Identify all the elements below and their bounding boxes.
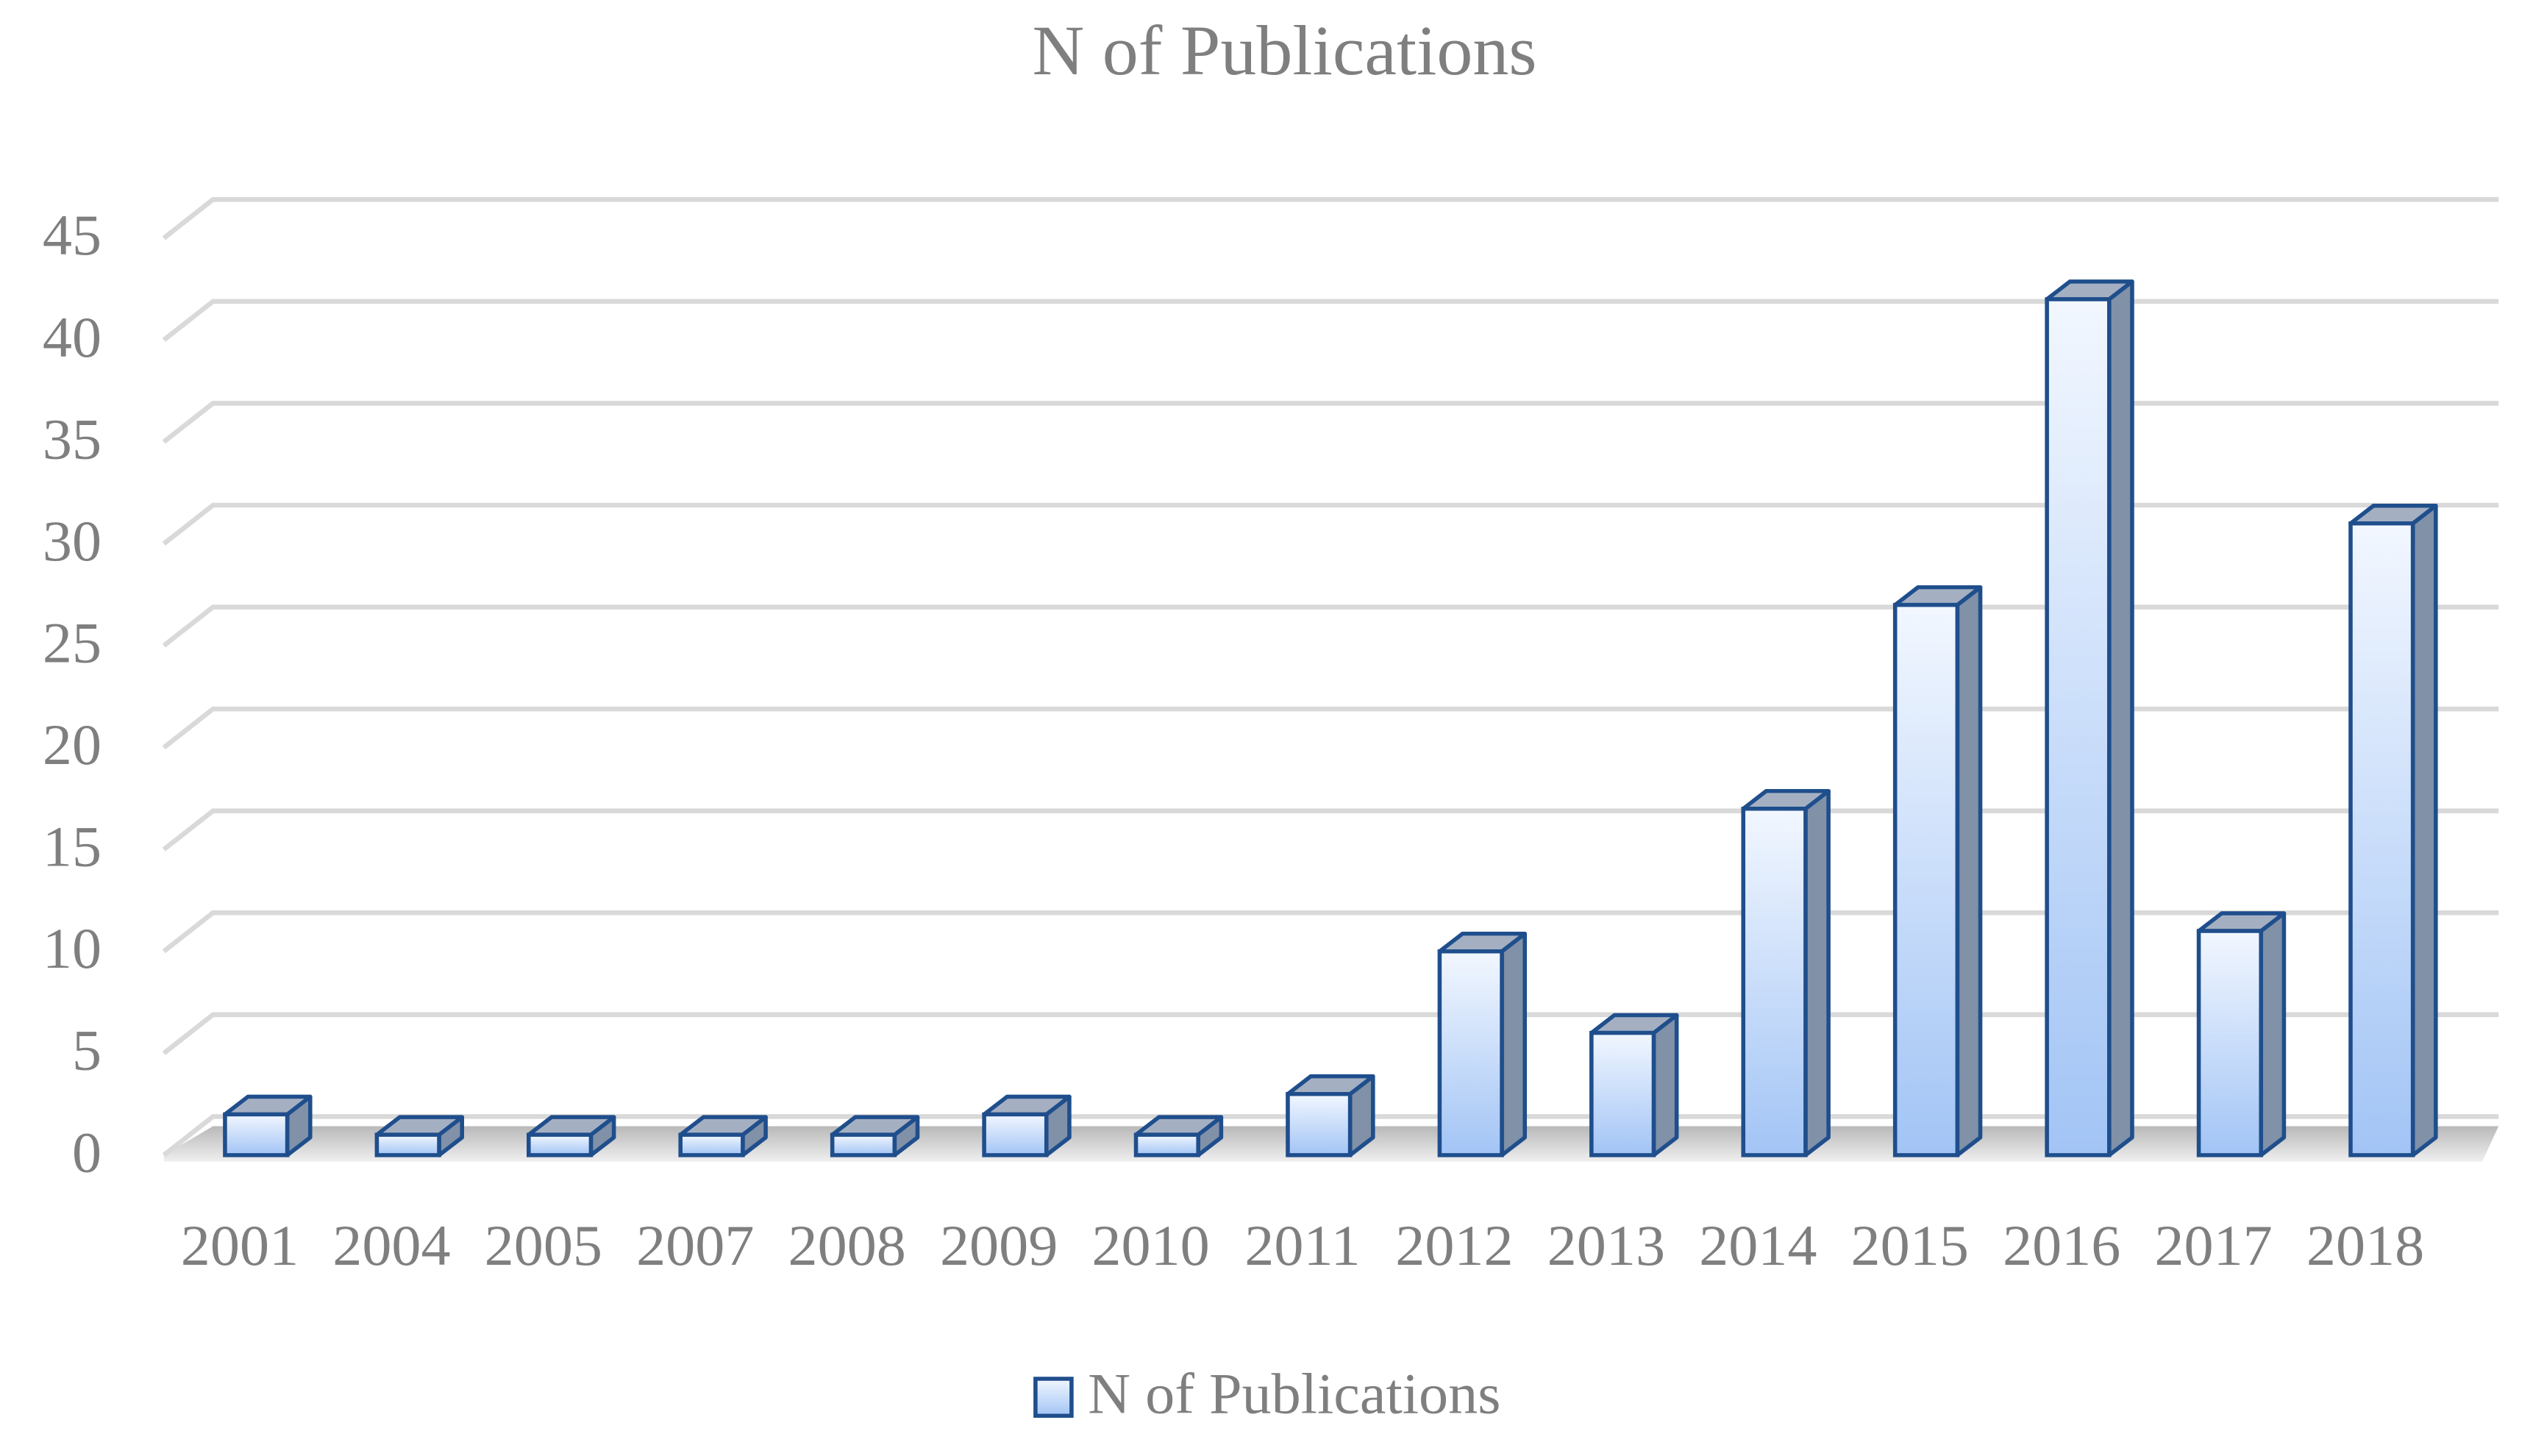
x-tick-label: 2015: [1851, 1214, 1969, 1278]
legend-swatch: [1033, 1377, 1074, 1418]
grid-line: [162, 1114, 2499, 1157]
bar-side: [2259, 911, 2287, 1157]
y-tick-label: 35: [43, 407, 101, 471]
bar: [2045, 297, 2112, 1157]
x-tick-label: 2004: [332, 1214, 450, 1278]
x-tick-label: 2005: [485, 1214, 602, 1278]
y-tick-label: 15: [43, 815, 101, 879]
x-tick-label: 2010: [1091, 1214, 1209, 1278]
bar: [1741, 807, 1808, 1157]
bar-side: [1955, 585, 1983, 1157]
bar: [982, 1112, 1049, 1157]
y-tick-label: 20: [43, 713, 101, 777]
bars: 2001 2004 2005 2007 2008 2009 2010 2011 2012 2013…: [181, 279, 2438, 1278]
bar: [1286, 1092, 1353, 1157]
bar-side: [2106, 279, 2134, 1157]
bar: [223, 1112, 290, 1157]
grid-line: [162, 706, 2499, 750]
bar: [1437, 949, 1504, 1157]
x-tick-label: 2018: [2306, 1214, 2424, 1278]
bar: [678, 1132, 745, 1157]
x-tick-label: 2016: [2003, 1214, 2120, 1278]
y-tick-label: 25: [43, 611, 101, 675]
bar-side: [1651, 1013, 1679, 1157]
y-tick-label: 5: [72, 1018, 101, 1082]
x-tick-label: 2007: [636, 1214, 754, 1278]
grid-line: [162, 604, 2499, 648]
bar: [1892, 602, 1960, 1157]
x-tick-label: 2017: [2154, 1214, 2272, 1278]
x-tick-label: 2009: [940, 1214, 1058, 1278]
bar: [1133, 1132, 1200, 1157]
grid-line: [162, 808, 2499, 852]
y-tick-label: 40: [43, 305, 101, 369]
x-tick-label: 2013: [1547, 1214, 1665, 1278]
legend: N of Publications: [1033, 1362, 1500, 1426]
bar: [830, 1132, 897, 1157]
x-tick-label: 2011: [1244, 1214, 1360, 1278]
grid-line: [162, 401, 2499, 444]
legend-label: N of Publications: [1088, 1362, 1500, 1426]
grid-line: [162, 1012, 2499, 1055]
grid-line: [162, 299, 2499, 342]
x-tick-label: 2008: [788, 1214, 906, 1278]
bar: [1589, 1030, 1656, 1157]
bar-side: [1500, 931, 1528, 1157]
bar: [527, 1132, 594, 1157]
x-tick-label: 2014: [1699, 1214, 1817, 1278]
bar: [2348, 521, 2415, 1157]
grid-line: [162, 197, 2499, 240]
x-tick-label: 2001: [181, 1214, 299, 1278]
bar: [2196, 929, 2263, 1157]
x-tick-label: 2012: [1395, 1214, 1513, 1278]
y-tick-label: 10: [43, 917, 101, 981]
y-tick-label: 45: [43, 204, 101, 268]
grid-line: [162, 502, 2499, 546]
y-tick-label: 30: [43, 510, 101, 574]
y-tick-label: 0: [72, 1121, 101, 1185]
bar-side: [2410, 503, 2438, 1157]
bar: [374, 1132, 441, 1157]
grid-line: [162, 910, 2499, 954]
bar-side: [1803, 788, 1831, 1157]
chart-title: N of Publications: [1033, 12, 1537, 90]
